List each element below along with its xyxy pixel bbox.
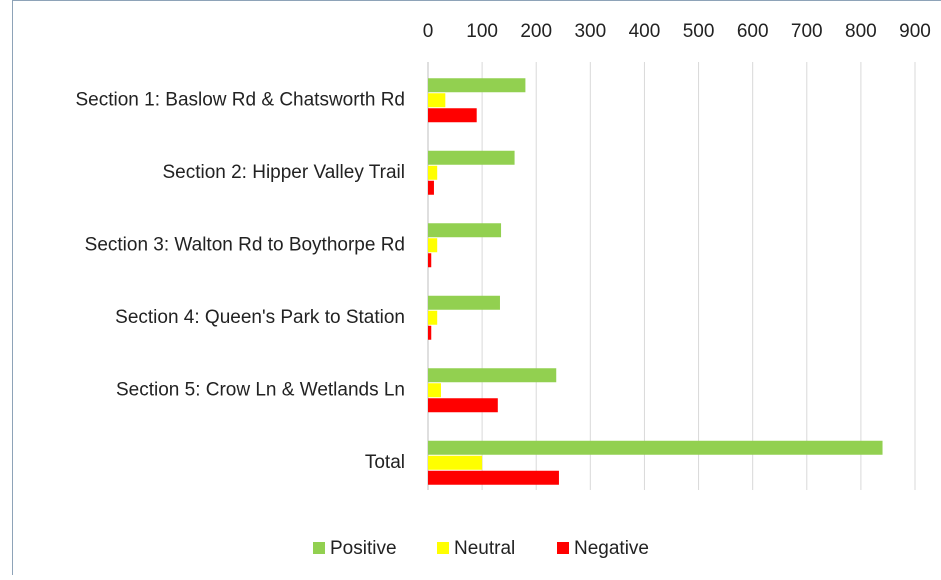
x-tick-label: 600 xyxy=(737,21,769,42)
x-tick-label: 500 xyxy=(683,21,715,42)
bar xyxy=(428,441,883,455)
bar xyxy=(428,296,500,310)
x-tick-label: 100 xyxy=(466,21,498,42)
x-tick-label: 300 xyxy=(574,21,606,42)
bar xyxy=(428,311,437,325)
y-tick-label: Section 4: Queen's Park to Station xyxy=(115,307,405,328)
y-tick-label: Total xyxy=(365,452,405,473)
bar xyxy=(428,456,482,470)
bar xyxy=(428,108,477,122)
y-tick-label: Section 3: Walton Rd to Boythorpe Rd xyxy=(85,234,405,255)
x-tick-label: 200 xyxy=(520,21,552,42)
bar xyxy=(428,368,556,382)
x-tick-label: 700 xyxy=(791,21,823,42)
bar xyxy=(428,471,559,485)
x-tick-label: 900 xyxy=(899,21,931,42)
bar xyxy=(428,166,437,180)
bar xyxy=(428,78,525,92)
y-tick-label: Section 5: Crow Ln & Wetlands Ln xyxy=(116,379,405,400)
bar xyxy=(428,93,445,107)
x-tick-label: 400 xyxy=(629,21,661,42)
x-tick-label: 800 xyxy=(845,21,877,42)
legend-swatch xyxy=(557,542,569,554)
bar xyxy=(428,151,515,165)
legend-label: Negative xyxy=(574,538,649,559)
bar xyxy=(428,223,501,237)
bar xyxy=(428,398,498,412)
y-tick-label: Section 1: Baslow Rd & Chatsworth Rd xyxy=(76,89,406,110)
bar xyxy=(428,253,431,267)
bar xyxy=(428,383,441,397)
legend-label: Neutral xyxy=(454,538,515,559)
legend-swatch xyxy=(313,542,325,554)
bar xyxy=(428,238,437,252)
x-tick-label: 0 xyxy=(423,21,434,42)
y-tick-label: Section 2: Hipper Valley Trail xyxy=(162,162,405,183)
legend-label: Positive xyxy=(330,538,397,559)
legend-swatch xyxy=(437,542,449,554)
bar xyxy=(428,326,431,340)
bar xyxy=(428,181,434,195)
